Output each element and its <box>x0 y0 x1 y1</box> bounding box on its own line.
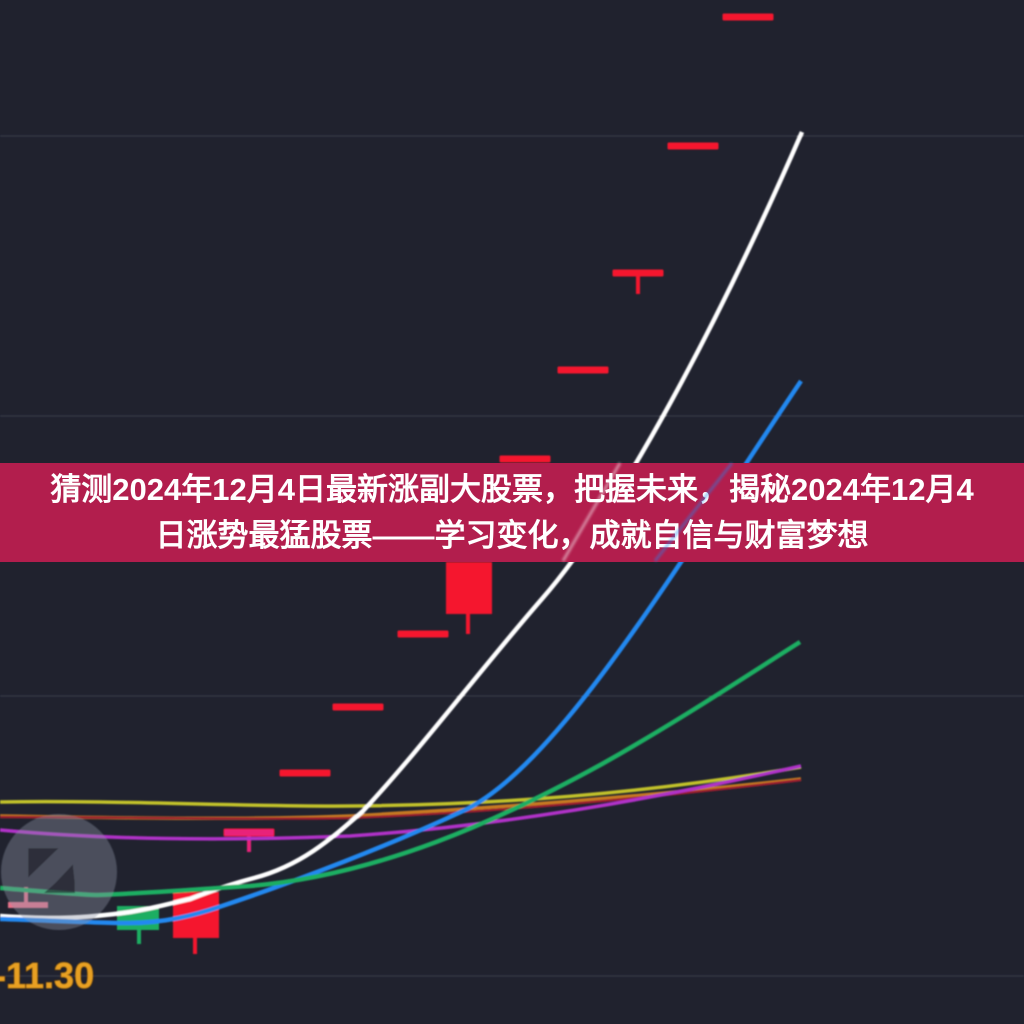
svg-text:-11.30: -11.30 <box>0 955 94 996</box>
